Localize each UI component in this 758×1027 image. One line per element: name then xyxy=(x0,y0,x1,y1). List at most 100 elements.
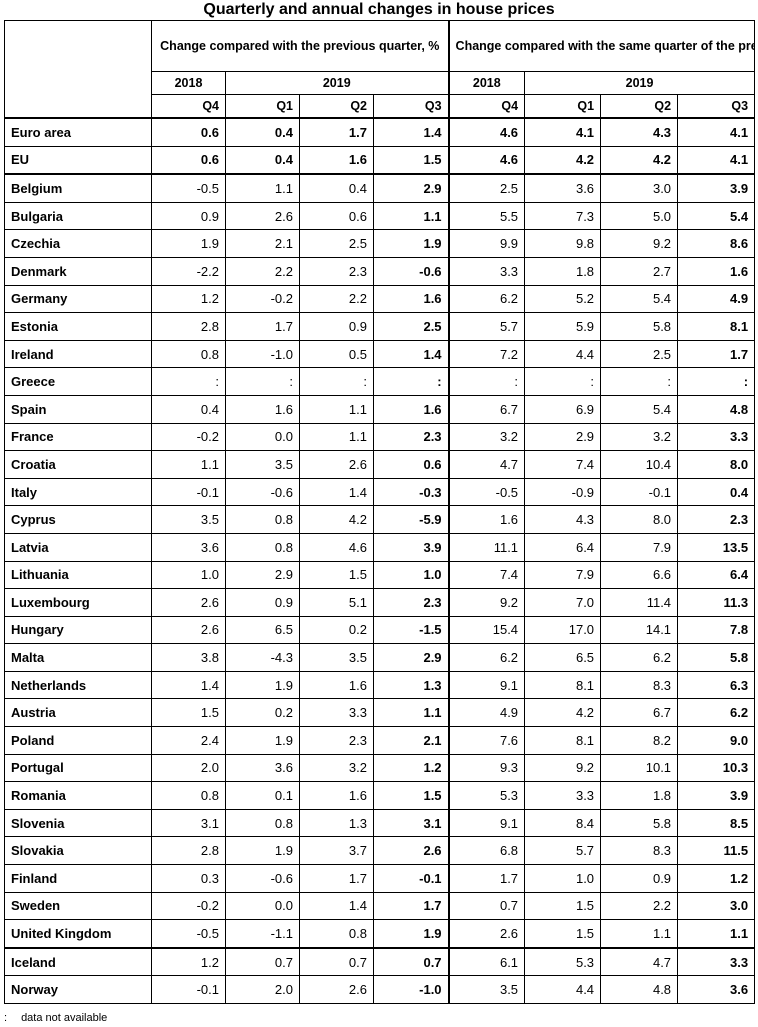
qoq-value-cell: 1.5 xyxy=(299,560,374,590)
table-row: Czechia 1.9 2.1 2.5 1.9 9.9 9.8 9.2 8.6 xyxy=(4,229,756,258)
qoq-value-cell: 1.7 xyxy=(299,864,374,893)
yoy-value-cell: 4.3 xyxy=(600,116,679,147)
table-row: Euro area 0.6 0.4 1.7 1.4 4.6 4.1 4.3 4.1 xyxy=(4,116,756,147)
yoy-value-cell: : xyxy=(448,367,526,396)
country-name: Poland xyxy=(4,726,152,755)
yoy-value-cell: 7.8 xyxy=(677,615,756,645)
qoq-value-cell: 1.6 xyxy=(372,394,450,424)
yoy-value-cell: 3.3 xyxy=(448,256,526,286)
qoq-value-cell: 2.9 xyxy=(372,173,450,203)
yoy-value-cell: 3.0 xyxy=(600,173,679,203)
yoy-value-cell: 13.5 xyxy=(677,532,756,562)
qoq-value-cell: 1.9 xyxy=(225,726,300,755)
yoy-value-cell: 6.2 xyxy=(677,698,756,728)
yoy-value-cell: 9.2 xyxy=(448,588,526,617)
qoq-value-cell: 0.7 xyxy=(299,946,374,977)
header-year-2019: 2019 xyxy=(224,71,450,95)
qoq-value-cell: -1.1 xyxy=(225,919,300,949)
yoy-value-cell: 8.2 xyxy=(600,726,679,755)
qoq-value-cell: 0.6 xyxy=(151,116,226,147)
qoq-value-cell: 2.5 xyxy=(372,312,450,341)
qoq-value-cell: -0.5 xyxy=(151,173,226,203)
yoy-value-cell: 7.2 xyxy=(448,339,526,369)
header-year-2018: 2018 xyxy=(151,71,226,95)
yoy-value-cell: 1.6 xyxy=(677,256,756,286)
qoq-value-cell: 1.3 xyxy=(299,808,374,838)
table-row: Greece:::::::: xyxy=(4,367,756,396)
qoq-value-cell: 3.5 xyxy=(151,505,226,534)
yoy-value-cell: 3.2 xyxy=(600,422,679,452)
yoy-value-cell: -0.1 xyxy=(600,477,679,507)
table-title: Quarterly and annual changes in house pr… xyxy=(203,1,555,18)
country-name: United Kingdom xyxy=(4,919,152,949)
yoy-value-cell: 6.2 xyxy=(448,284,526,314)
table-row: Slovakia 2.8 1.9 3.7 2.6 6.8 5.7 8.3 11.5 xyxy=(4,836,756,866)
table-row: Latvia 3.6 0.8 4.6 3.9 11.1 6.4 7.9 13.5 xyxy=(4,532,756,562)
header-quarter: Q2 xyxy=(600,94,679,119)
yoy-value-cell: 9.2 xyxy=(600,229,679,258)
yoy-value-cell: 5.0 xyxy=(600,201,679,231)
yoy-value-cell: 9.9 xyxy=(448,229,526,258)
yoy-value-cell: 1.5 xyxy=(524,891,602,921)
qoq-value-cell: -0.2 xyxy=(225,284,300,314)
qoq-value-cell: -0.2 xyxy=(151,891,226,921)
yoy-value-cell: 4.4 xyxy=(524,975,602,1004)
country-name: Ireland xyxy=(4,339,152,369)
table-row: Iceland 1.2 0.7 0.7 0.7 6.1 5.3 4.7 3.3 xyxy=(4,946,756,977)
qoq-value-cell: -1.0 xyxy=(372,975,450,1004)
table-row: Belgium -0.5 1.1 0.4 2.9 2.5 3.6 3.0 3.9 xyxy=(4,173,756,203)
qoq-value-cell: 0.4 xyxy=(225,116,300,147)
country-name: Norway xyxy=(4,975,152,1004)
qoq-value-cell: 1.4 xyxy=(372,116,450,147)
yoy-value-cell: 0.4 xyxy=(677,477,756,507)
country-name: Belgium xyxy=(4,173,152,203)
house-prices-table: Change compared with the previous quarte… xyxy=(4,20,756,1004)
yoy-value-cell: 9.2 xyxy=(524,753,602,783)
yoy-value-cell: 1.6 xyxy=(448,505,526,534)
yoy-value-cell: 7.0 xyxy=(524,588,602,617)
qoq-value-cell: -0.6 xyxy=(372,256,450,286)
yoy-value-cell: 4.2 xyxy=(600,145,679,175)
qoq-value-cell: 1.7 xyxy=(372,891,450,921)
qoq-value-cell: 5.1 xyxy=(299,588,374,617)
qoq-value-cell: 0.1 xyxy=(225,781,300,810)
table-row: Slovenia 3.1 0.8 1.3 3.1 9.1 8.4 5.8 8.5 xyxy=(4,808,756,838)
yoy-value-cell: 4.1 xyxy=(677,116,756,147)
qoq-value-cell: 2.1 xyxy=(225,229,300,258)
yoy-value-cell: 3.9 xyxy=(677,781,756,810)
yoy-value-cell: 5.8 xyxy=(677,643,756,672)
qoq-value-cell: 0.9 xyxy=(299,312,374,341)
table-row: France -0.2 0.0 1.1 2.3 3.2 2.9 3.2 3.3 xyxy=(4,422,756,452)
header-group-year: Change compared with the same quarter of… xyxy=(448,20,756,72)
qoq-value-cell: -0.3 xyxy=(372,477,450,507)
table-row: United Kingdom -0.5 -1.1 0.8 1.9 2.6 1.5 1.1 1.1 xyxy=(4,919,756,949)
qoq-value-cell: 1.9 xyxy=(372,919,450,949)
qoq-value-cell: 1.0 xyxy=(372,560,450,590)
table-row: Denmark -2.2 2.2 2.3 -0.6 3.3 1.8 2.7 1.6 xyxy=(4,256,756,286)
yoy-value-cell: 1.1 xyxy=(677,919,756,949)
qoq-value-cell: 3.2 xyxy=(299,753,374,783)
qoq-value-cell: 2.5 xyxy=(299,229,374,258)
yoy-value-cell: 2.6 xyxy=(448,919,526,949)
qoq-value-cell: 0.8 xyxy=(151,781,226,810)
yoy-value-cell: 3.3 xyxy=(677,946,756,977)
yoy-value-cell: 4.1 xyxy=(677,145,756,175)
yoy-value-cell: 15.4 xyxy=(448,615,526,645)
qoq-value-cell: 1.5 xyxy=(151,698,226,728)
yoy-value-cell: : xyxy=(677,367,756,396)
yoy-value-cell: 8.0 xyxy=(677,450,756,479)
yoy-value-cell: 10.4 xyxy=(600,450,679,479)
yoy-value-cell: 6.5 xyxy=(524,643,602,672)
qoq-value-cell: -0.6 xyxy=(225,477,300,507)
country-name: Spain xyxy=(4,394,152,424)
yoy-value-cell: 11.5 xyxy=(677,836,756,866)
qoq-value-cell: 3.1 xyxy=(372,808,450,838)
yoy-value-cell: 2.9 xyxy=(524,422,602,452)
qoq-value-cell: 3.7 xyxy=(299,836,374,866)
yoy-value-cell: 6.4 xyxy=(524,532,602,562)
yoy-value-cell: 1.5 xyxy=(524,919,602,949)
country-name: Romania xyxy=(4,781,152,810)
qoq-value-cell: -0.2 xyxy=(151,422,226,452)
yoy-value-cell: 3.3 xyxy=(677,422,756,452)
country-name: Luxembourg xyxy=(4,588,152,617)
